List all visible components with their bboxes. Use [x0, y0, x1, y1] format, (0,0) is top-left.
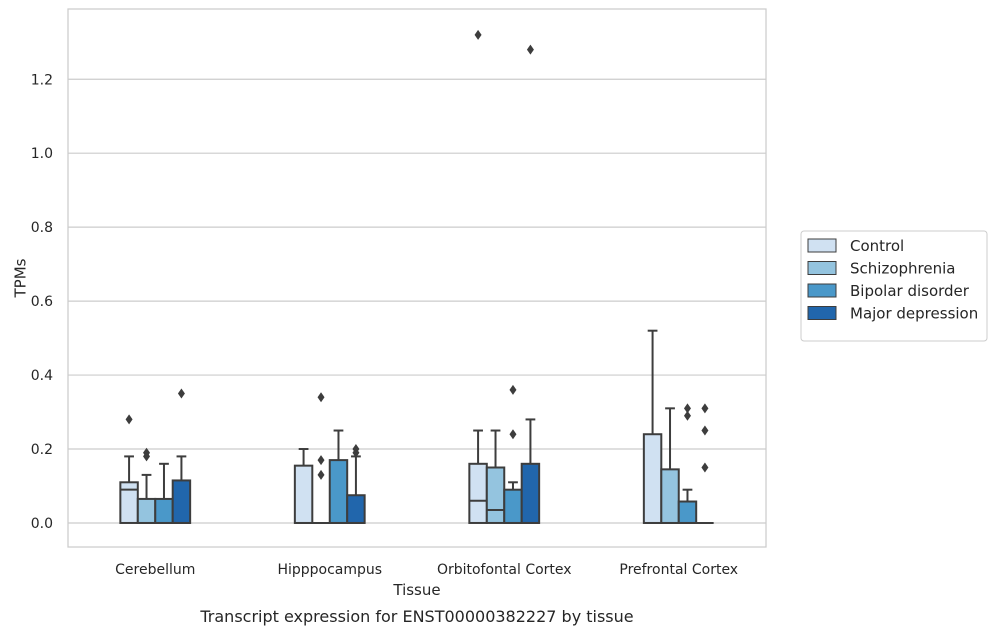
outlier-point — [317, 392, 325, 403]
box — [346, 494, 366, 524]
x-tick-label: Hipppocampus — [277, 562, 382, 578]
box-group — [485, 429, 506, 524]
outlier-point — [125, 414, 133, 425]
box-group — [154, 462, 174, 524]
legend-swatch — [807, 261, 837, 275]
outlier-point — [701, 403, 709, 414]
y-axis-title: TPMs — [11, 258, 29, 298]
box — [520, 462, 541, 524]
box — [154, 497, 174, 524]
legend-label: Major depression — [850, 305, 978, 323]
outlier-point — [317, 469, 325, 480]
box — [468, 462, 488, 524]
legend-label: Schizophrenia — [850, 260, 955, 278]
box-group — [171, 388, 192, 524]
outlier-point — [177, 388, 185, 399]
box — [119, 481, 139, 524]
x-axis-title: Tissue — [392, 581, 440, 599]
box-group — [346, 444, 366, 524]
box — [485, 466, 506, 524]
box-group — [520, 44, 541, 524]
outlier-point — [683, 403, 691, 414]
outlier-point — [317, 455, 325, 466]
outlier-point — [701, 462, 709, 473]
box — [136, 497, 157, 524]
legend-label: Control — [850, 237, 904, 255]
boxes — [119, 29, 714, 524]
legend-swatch — [807, 283, 837, 298]
box-group — [293, 448, 314, 524]
outlier-point — [509, 384, 517, 395]
box — [660, 468, 680, 524]
box-group — [503, 384, 523, 524]
plot-frame — [67, 8, 767, 548]
y-tick-label: 0.2 — [31, 442, 53, 458]
box — [503, 488, 523, 524]
legend-swatch — [807, 306, 837, 320]
y-tick-label: 0.6 — [31, 294, 53, 310]
legend: Control Schizophrenia Bipolar disorder Majo… — [800, 230, 988, 342]
x-tick-label: Orbitofontal Cortex — [437, 562, 572, 578]
box-group — [642, 329, 663, 524]
box — [642, 433, 663, 524]
y-tick-label: 0.8 — [31, 220, 53, 236]
outlier-point — [474, 29, 482, 40]
outlier-point — [701, 425, 709, 436]
y-tick-labels: 0.0 0.2 0.4 0.6 0.8 1.0 1.2 — [31, 72, 53, 532]
y-tick-label: 1.2 — [31, 72, 53, 88]
legend-swatch — [807, 238, 837, 253]
outlier-point — [143, 447, 151, 458]
box — [293, 464, 314, 524]
outlier-point — [352, 444, 360, 455]
box-group — [136, 447, 157, 524]
box — [171, 479, 192, 524]
outlier-point — [509, 429, 517, 440]
box-group — [328, 429, 349, 524]
x-tick-labels: Cerebellum Hipppocampus Orbitofontal Corte… — [115, 562, 738, 578]
gridlines — [68, 78, 766, 524]
box-group — [312, 392, 330, 524]
y-tick-label: 1.0 — [31, 146, 53, 162]
box-group — [119, 414, 139, 524]
box-group — [660, 407, 680, 524]
x-tick-label: Prefrontal Cortex — [619, 562, 738, 578]
outlier-point — [683, 410, 691, 421]
box-group — [696, 403, 714, 524]
x-tick-label: Cerebellum — [115, 562, 195, 578]
legend-frame — [800, 230, 988, 342]
legend-label: Bipolar disorder — [850, 282, 970, 300]
chart-caption: Transcript expression for ENST0000038222… — [199, 607, 633, 626]
outlier-point — [526, 44, 534, 55]
box — [328, 459, 349, 524]
box-group — [468, 29, 488, 524]
box — [677, 500, 698, 524]
box-group — [677, 403, 698, 524]
y-tick-label: 0.0 — [31, 516, 53, 532]
y-tick-label: 0.4 — [31, 368, 53, 384]
